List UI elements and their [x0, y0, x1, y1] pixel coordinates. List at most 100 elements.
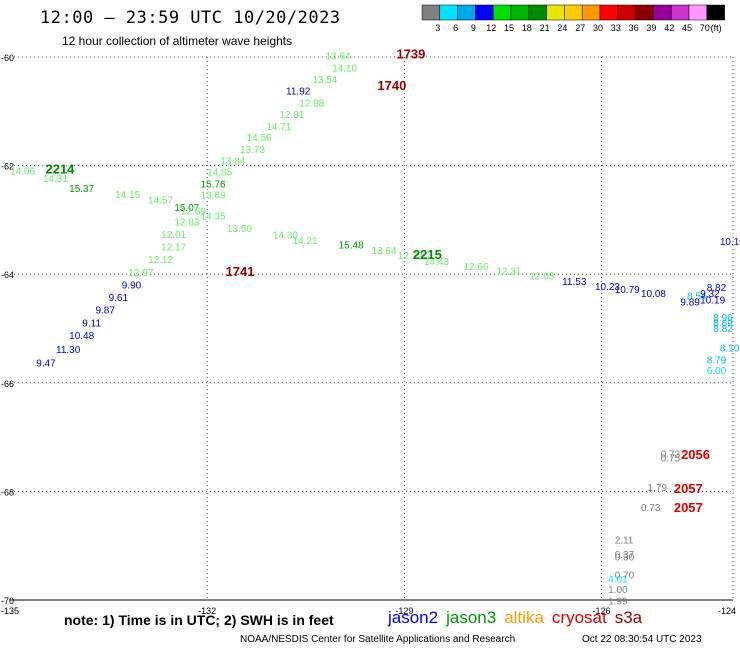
swh-label: 14.06	[10, 166, 35, 177]
swh-label: 0.73	[661, 450, 681, 461]
swh-label: 11.53	[562, 277, 587, 288]
swh-label: 12.98	[299, 98, 324, 109]
swh-label: 0.75	[661, 454, 681, 465]
lon-tick-label: -135	[1, 606, 19, 616]
legend-tick-label: 18	[522, 23, 532, 33]
units-note: note: 1) Time is in UTC; 2) SWH is in fe…	[64, 612, 334, 628]
swh-label: 9.47	[36, 359, 56, 370]
swh-label: 15.07	[174, 203, 199, 214]
footer-credit: NOAA/NESDIS Center for Satellite Applica…	[240, 634, 516, 645]
legend-tick-label: 27	[575, 23, 585, 33]
swh-label: 12.81	[279, 110, 304, 121]
swh-label: 13.50	[227, 224, 252, 235]
swh-label: 9.32	[700, 289, 720, 300]
color-legend: 3 6 9 12 15 18 21 24 27 30 33 36 39 42 45 70 (ft)	[421, 4, 725, 33]
swh-label: 2.11	[615, 536, 634, 547]
satellite-legend: jason2 jason3 altika cryosat s3a	[388, 608, 650, 628]
swh-label: 12.05	[529, 272, 554, 283]
legend-tick-label: 30	[593, 23, 603, 33]
swh-label: 12.97	[128, 268, 153, 279]
swh-label: 8.10	[720, 343, 740, 354]
swh-label: 11.92	[286, 86, 311, 97]
legend-tick-label: 42	[664, 23, 674, 33]
swh-label: 0.73	[641, 503, 661, 514]
swh-label: 14.56	[247, 133, 272, 144]
swh-label: 9.11	[82, 318, 101, 329]
swh-label: 14.10	[332, 64, 357, 75]
swh-label: 14.57	[148, 196, 173, 207]
pass-time-label: 2214	[45, 162, 75, 177]
legend-tick-label: 39	[646, 23, 656, 33]
legend-tick-label: 9	[471, 23, 476, 33]
satellite-altika: altika	[504, 608, 544, 627]
swh-label: 12.66	[464, 262, 489, 273]
swh-label: 8.69	[713, 318, 733, 329]
swh-label: 0.37	[615, 550, 635, 561]
swh-label: 9.87	[95, 305, 115, 316]
swh-label: 12.12	[148, 255, 173, 266]
swh-label: 1.00	[608, 585, 628, 596]
swh-label: 11.30	[56, 345, 81, 356]
pass-time-label: 1741	[226, 264, 255, 279]
legend-tick-label: 36	[629, 23, 639, 33]
swh-label: 10.10	[720, 237, 740, 248]
pass-time-label: 2056	[681, 447, 710, 462]
swh-label: 14.15	[115, 190, 140, 201]
lon-tick-label: -132	[198, 606, 216, 616]
swh-label: 6.00	[707, 366, 727, 377]
swh-label: 13.73	[240, 145, 265, 156]
swh-label: 10.08	[641, 289, 666, 300]
swh-label: 9.90	[122, 280, 142, 291]
swh-label: 8.79	[707, 355, 727, 366]
swh-label: 10.23	[595, 282, 620, 293]
pass-time-label: 1739	[396, 47, 425, 62]
swh-label: 13.64	[372, 246, 397, 257]
swh-label: 10.48	[69, 331, 94, 342]
lon-tick-label: -126	[593, 606, 611, 616]
lat-tick-label: -66	[1, 379, 14, 389]
satellite-cryosat: cryosat	[551, 608, 607, 627]
swh-label: 8.82	[713, 324, 733, 335]
pass-time-label: 1740	[377, 78, 406, 93]
swh-label: 14.71	[266, 122, 291, 133]
swh-label: 0.70	[615, 570, 635, 581]
swh-label: 15.76	[201, 179, 226, 190]
swh-label: 12.17	[161, 242, 186, 253]
swh-label: 9.61	[109, 293, 129, 304]
swh-label: 13.69	[201, 191, 226, 202]
legend-unit: (ft)	[711, 23, 722, 33]
legend-tick-label: 33	[611, 23, 621, 33]
legend-tick-label: 45	[682, 23, 692, 33]
legend-tick-label: 21	[540, 23, 550, 33]
swh-label: 0.30	[615, 552, 635, 563]
satellite-s3a: s3a	[614, 608, 643, 627]
legend-tick-label: 24	[557, 23, 567, 33]
swh-label: 14.31	[43, 174, 68, 185]
pass-time-label: 2057	[674, 481, 703, 496]
swh-label: 4.01	[608, 575, 628, 586]
swh-label: 12.79	[398, 251, 423, 262]
lat-tick-label: -70	[1, 596, 14, 606]
swh-label: 9.89	[680, 298, 700, 309]
legend-tick-label: 6	[453, 23, 458, 33]
legend-tick-label: 3	[435, 23, 440, 33]
swh-label: 12.01	[161, 230, 186, 241]
satellite-jason3: jason3	[446, 608, 497, 627]
lat-tick-label: -68	[1, 487, 14, 497]
swh-label: 13.84	[220, 157, 245, 168]
lon-tick-label: -124	[718, 606, 736, 616]
pass-time-label: 2057	[674, 500, 703, 515]
legend-tick-label: 12	[486, 23, 496, 33]
swh-label: 8.54	[687, 292, 707, 303]
swh-label: 14.35	[201, 211, 226, 222]
pass-time-label: 2215	[413, 247, 442, 262]
legend-swatch	[706, 4, 725, 21]
swh-label: 14.21	[293, 236, 318, 247]
lat-tick-label: -62	[1, 162, 14, 172]
swh-label: 12.83	[174, 217, 199, 228]
legend-tick-label: 70	[700, 23, 710, 33]
swh-label: 1.79	[648, 483, 668, 494]
swh-label: 14.30	[273, 230, 298, 241]
